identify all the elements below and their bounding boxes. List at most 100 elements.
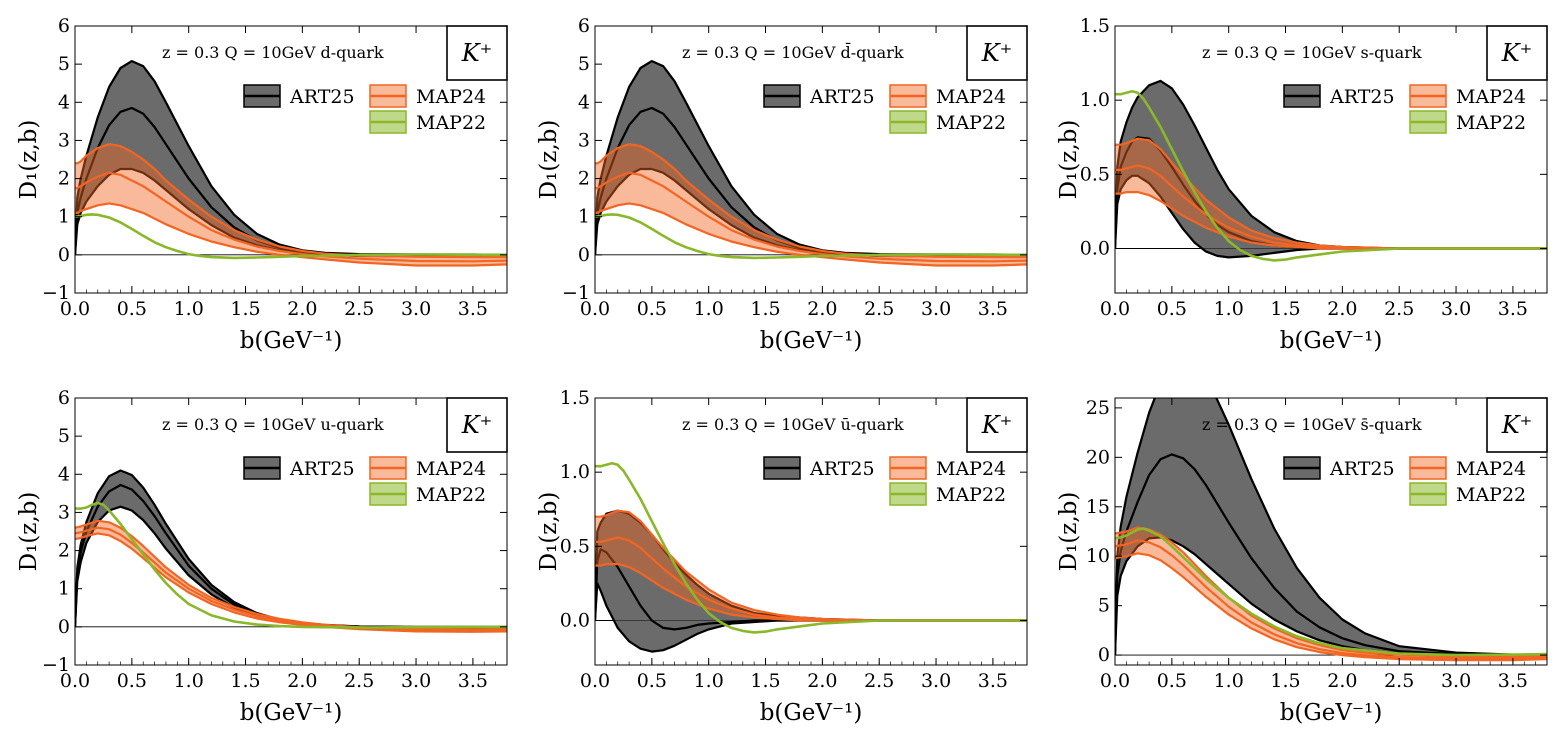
y-tick-label: 0 [578, 244, 590, 266]
x-tick-label: 1.0 [694, 298, 724, 320]
hadron-box [966, 397, 1028, 453]
map24-lower-line [595, 202, 1027, 267]
y-tick-label: −1 [42, 654, 70, 676]
x-tick-label: 3.5 [978, 298, 1008, 320]
panel-annotation: z = 0.3 Q = 10GeV s̄-quark [1202, 415, 1422, 434]
x-tick-label: 1.5 [1270, 298, 1300, 320]
x-tick-label: 0.0 [1100, 670, 1130, 692]
x-tick-label: 1.0 [1214, 298, 1244, 320]
chart-svg: 0.0 0.5 1.0 1.5 2.0 2.5 3.0 3.5 0.0 0.5 1.0 1.5 b(Ge… [1056, 15, 1548, 354]
x-tick-label: 1.5 [750, 670, 780, 692]
x-axis-label: b(GeV⁻¹) [760, 700, 863, 726]
y-tick-label: 6 [578, 15, 590, 37]
x-tick-label: 3.0 [1441, 298, 1471, 320]
hadron-label: K⁺ [981, 39, 1013, 67]
y-tick-label: 15 [1086, 496, 1110, 518]
art25-band [1115, 398, 1547, 656]
x-tick-label: 3.0 [401, 298, 431, 320]
legend-label-art25: ART25 [1329, 86, 1395, 108]
x-tick-label: 2.0 [807, 670, 837, 692]
plot-area [595, 59, 1027, 267]
hadron-box [446, 397, 508, 453]
y-tick-label: 0.0 [560, 610, 590, 632]
art25-band [595, 510, 1027, 652]
legend-label-map24: MAP24 [1456, 458, 1526, 480]
legend-label-map22: MAP22 [1456, 112, 1526, 134]
map22-line [1115, 90, 1547, 262]
x-tick-label: 0.0 [60, 298, 90, 320]
plot-frame [74, 397, 508, 666]
map22-line [595, 213, 1027, 260]
map24-mid-line [75, 171, 507, 263]
legend-label-art25: ART25 [289, 458, 355, 480]
x-tick-label: 2.0 [1327, 670, 1357, 692]
y-tick-label: 4 [58, 91, 70, 113]
map24-lower-line [1115, 552, 1547, 662]
legend-label-map24: MAP24 [1456, 86, 1526, 108]
y-tick-label: 2 [58, 540, 70, 562]
y-tick-label: 5 [58, 53, 70, 75]
y-tick-label: 1.0 [560, 461, 590, 483]
x-tick-label: 3.5 [1498, 298, 1528, 320]
art25-upper-line [595, 59, 1027, 256]
x-tick-label: 1.5 [230, 298, 260, 320]
art25-band [75, 61, 507, 257]
y-tick-label: 6 [58, 15, 70, 37]
y-tick-label: 4 [58, 463, 70, 485]
x-tick-label: 3.0 [401, 670, 431, 692]
legend-label-map24: MAP24 [936, 458, 1006, 480]
x-tick-label: 1.5 [750, 298, 780, 320]
y-tick-label: 1 [58, 206, 70, 228]
y-tick-label: 5 [1098, 595, 1110, 617]
map24-upper-line [595, 509, 1027, 622]
x-tick-label: 1.0 [694, 670, 724, 692]
y-tick-label: 0.0 [1080, 238, 1110, 260]
art25-upper-line [1115, 398, 1547, 656]
x-tick-label: 2.5 [1384, 670, 1414, 692]
map24-mid-line [1115, 164, 1547, 250]
hadron-box [966, 25, 1028, 81]
y-tick-label: 3 [58, 129, 70, 151]
art25-band [595, 61, 1027, 257]
x-tick-label: 2.5 [864, 670, 894, 692]
x-tick-label: 1.5 [230, 670, 260, 692]
map22-line [1115, 527, 1547, 657]
y-tick-label: 3 [578, 129, 590, 151]
hadron-box [446, 25, 508, 81]
x-tick-label: 2.5 [344, 670, 374, 692]
chart-svg: 0.0 0.5 1.0 1.5 2.0 2.5 3.0 3.5 0 5 10 15 20 25 b(GeV⁻… [1056, 397, 1548, 726]
art25-mid-line [1115, 453, 1547, 657]
y-tick-label: 1 [58, 578, 70, 600]
hadron-label: K⁺ [461, 39, 493, 67]
x-tick-label: 0.5 [637, 298, 667, 320]
legend-label-map22: MAP22 [936, 112, 1006, 134]
art25-upper-line [75, 59, 507, 256]
chart-panel: 0.0 0.5 1.0 1.5 2.0 2.5 3.0 3.5 −1 0 1 2 3 4 5 6 b(GeV⁻¹… [520, 0, 1040, 372]
chart-svg: 0.0 0.5 1.0 1.5 2.0 2.5 3.0 3.5 −1 0 1 2 3 4 5 6 b(GeV⁻¹… [16, 15, 508, 354]
chart-panel: 0.0 0.5 1.0 1.5 2.0 2.5 3.0 3.5 0.0 0.5 1.0 1.5 b(Ge… [1040, 0, 1560, 372]
x-axis-label: b(GeV⁻¹) [1280, 328, 1383, 354]
x-tick-label: 1.0 [174, 298, 204, 320]
x-tick-label: 3.5 [978, 670, 1008, 692]
x-tick-label: 3.5 [458, 298, 488, 320]
x-tick-label: 2.0 [287, 670, 317, 692]
y-tick-label: 5 [578, 53, 590, 75]
map24-mid-line [1115, 539, 1547, 660]
x-tick-label: 2.0 [287, 298, 317, 320]
hadron-label: K⁺ [461, 411, 493, 439]
y-tick-label: 1 [578, 206, 590, 228]
map24-band [595, 510, 1027, 621]
y-tick-label: 1.5 [560, 387, 590, 409]
map24-band [1115, 527, 1547, 661]
y-tick-label: 1.0 [1080, 89, 1110, 111]
x-tick-label: 3.0 [921, 670, 951, 692]
legend-label-map22: MAP22 [416, 484, 486, 506]
x-tick-label: 0.5 [117, 670, 147, 692]
hadron-label: K⁺ [981, 411, 1013, 439]
panel-annotation: z = 0.3 Q = 10GeV d̄-quark [682, 41, 904, 62]
y-axis-label: D₁(z,b) [16, 492, 42, 572]
x-tick-label: 1.0 [1214, 670, 1244, 692]
y-tick-label: 10 [1086, 545, 1110, 567]
legend-label-art25: ART25 [289, 86, 355, 108]
